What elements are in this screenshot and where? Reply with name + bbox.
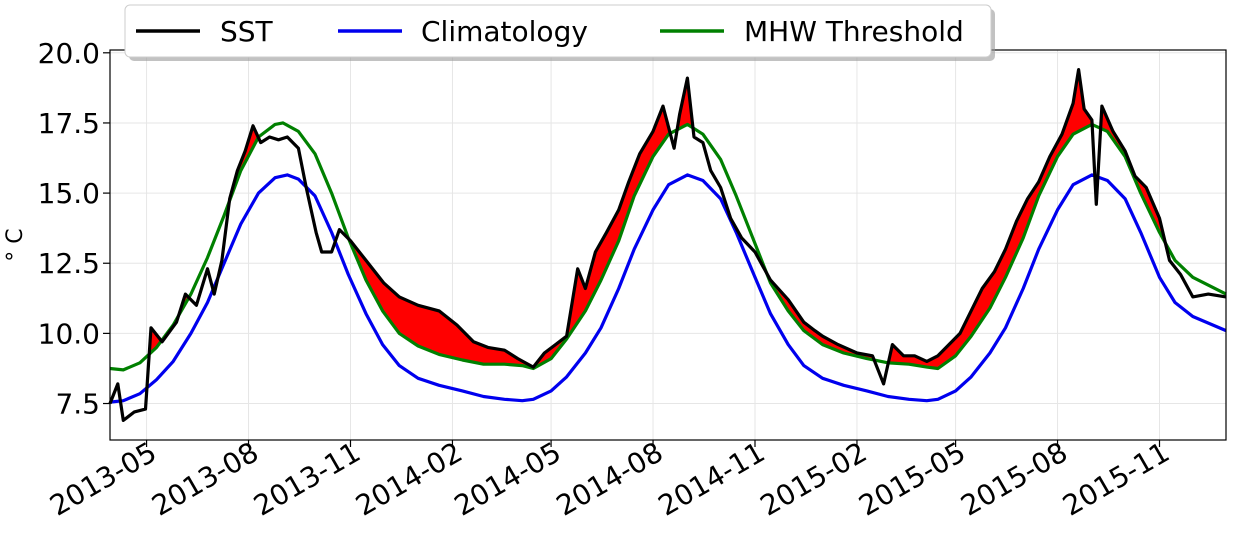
y-tick-label: 17.5 bbox=[38, 107, 100, 140]
series-line-sst bbox=[108, 68, 1227, 422]
legend: SST Climatology MHW Threshold bbox=[124, 4, 995, 61]
y-axis: 7.5 10.0 12.5 15.0 17.5 20.0 bbox=[38, 37, 110, 421]
y-tick-label: 10.0 bbox=[38, 317, 100, 350]
y-tick-label: 12.5 bbox=[38, 247, 100, 280]
series-line-climatology bbox=[109, 173, 1227, 404]
mhw-event-fill bbox=[677, 78, 693, 130]
grid bbox=[110, 50, 1226, 440]
legend-label-sst: SST bbox=[220, 15, 274, 48]
y-tick-label: 20.0 bbox=[38, 37, 100, 70]
series-layer bbox=[108, 68, 1227, 422]
y-tick-label: 7.5 bbox=[55, 388, 100, 421]
mhw-event-fill bbox=[349, 106, 670, 369]
series-line-mhw-threshold bbox=[109, 121, 1227, 372]
legend-box bbox=[124, 4, 992, 58]
mhw-event-fill bbox=[149, 327, 161, 354]
legend-label-climatology: Climatology bbox=[421, 15, 588, 48]
y-tick-label: 15.0 bbox=[38, 177, 100, 210]
legend-label-mhw-threshold: MHW Threshold bbox=[744, 15, 964, 48]
y-axis-label: ° C bbox=[3, 228, 28, 261]
